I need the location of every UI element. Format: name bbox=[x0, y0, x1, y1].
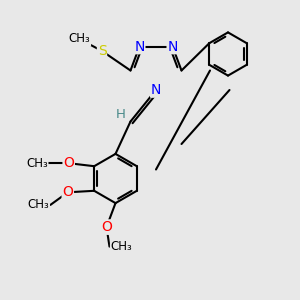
Text: O: O bbox=[62, 185, 73, 199]
Text: N: N bbox=[151, 83, 161, 97]
Text: CH₃: CH₃ bbox=[26, 157, 48, 170]
Text: N: N bbox=[134, 40, 145, 53]
Text: CH₃: CH₃ bbox=[111, 240, 132, 253]
Text: CH₃: CH₃ bbox=[69, 32, 90, 46]
Text: S: S bbox=[98, 44, 106, 58]
Text: CH₃: CH₃ bbox=[28, 198, 49, 212]
Text: O: O bbox=[101, 220, 112, 234]
Text: H: H bbox=[116, 107, 126, 121]
Text: O: O bbox=[63, 156, 74, 170]
Text: N: N bbox=[167, 40, 178, 53]
